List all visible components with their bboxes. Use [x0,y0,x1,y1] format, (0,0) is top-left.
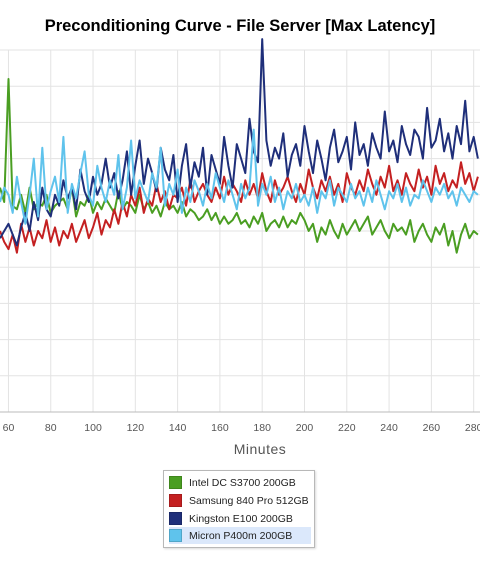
legend: Intel DC S3700 200GB Samsung 840 Pro 512… [163,470,315,548]
series-line-0 [0,78,479,254]
legend-swatch [169,476,182,489]
x-tick-label: 240 [380,422,398,434]
x-tick-label: 80 [45,422,57,434]
legend-label: Samsung 840 Pro 512GB [189,494,309,507]
x-tick-label: 220 [338,422,356,434]
legend-item-kingston[interactable]: Kingston E100 200GB [169,510,311,527]
legend-swatch [169,529,182,542]
legend-label: Kingston E100 200GB [189,512,293,525]
x-tick-label: 200 [296,422,314,434]
x-tick-labels: 60 80 100 120 140 160 180 200 220 240 260 280 [3,422,480,434]
series-lines [0,38,479,254]
grid-lines [0,49,480,413]
x-tick-label: 280 [465,422,480,434]
x-tick-label: 140 [169,422,187,434]
x-tick-label: 100 [84,422,102,434]
legend-item-samsung[interactable]: Samsung 840 Pro 512GB [169,492,311,509]
legend-item-intel[interactable]: Intel DC S3700 200GB [169,474,311,491]
legend-swatch [169,494,182,507]
series-line-1 [0,161,479,254]
x-axis-title: Minutes [233,441,287,457]
legend-label: Micron P400m 200GB [189,529,293,542]
x-tick-label: 260 [423,422,441,434]
x-tick-label: 120 [127,422,145,434]
legend-label: Intel DC S3700 200GB [189,476,296,489]
chart-title: Preconditioning Curve - File Server [Max… [44,17,436,35]
x-tick-label: 180 [253,422,271,434]
legend-item-micron[interactable]: Micron P400m 200GB [169,527,311,544]
series-line-3 [0,128,479,225]
legend-swatch [169,512,182,525]
series-line-2 [0,38,479,247]
x-tick-label: 60 [3,422,15,434]
x-tick-label: 160 [211,422,229,434]
